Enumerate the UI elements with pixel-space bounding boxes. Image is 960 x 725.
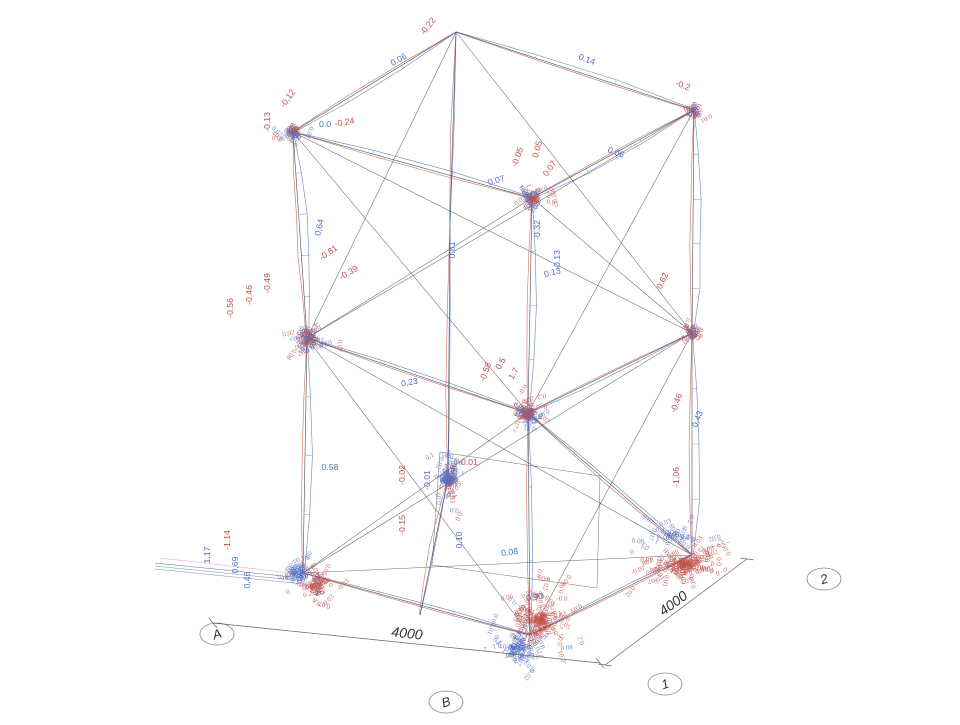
svg-text:0.0: 0.0	[449, 506, 459, 515]
svg-text:4000: 4000	[391, 623, 424, 642]
svg-text:0.01: 0.01	[640, 556, 653, 564]
svg-text:0.10: 0.10	[454, 531, 464, 548]
svg-text:-0.01: -0.01	[422, 470, 432, 490]
svg-text:0.0: 0.0	[319, 119, 331, 129]
svg-text:0.01: 0.01	[680, 334, 693, 342]
svg-text:-0.0: -0.0	[556, 594, 568, 603]
svg-text:-1,06: -1,06	[671, 467, 681, 487]
svg-text:-0.46: -0.46	[244, 285, 254, 305]
svg-text:0.07: 0.07	[335, 339, 344, 353]
svg-text:1,17: 1,17	[202, 546, 212, 563]
svg-text:0,69: 0,69	[230, 556, 240, 573]
svg-text:-1,14: -1,14	[222, 530, 232, 550]
svg-text:-0.02: -0.02	[397, 465, 407, 485]
svg-text:0.08: 0.08	[560, 643, 573, 652]
svg-text:0.08: 0.08	[631, 536, 645, 545]
svg-text:0,46: 0,46	[242, 571, 252, 588]
svg-text:0.1: 0.1	[517, 651, 526, 661]
svg-text:-0.49: -0.49	[262, 273, 272, 293]
svg-text:0.07: 0.07	[684, 558, 698, 567]
svg-text:-0.15: -0.15	[397, 515, 407, 535]
svg-text:0.81: 0.81	[447, 241, 457, 258]
svg-text:-0.56: -0.56	[225, 298, 235, 318]
svg-text:-0.32: -0.32	[532, 220, 542, 240]
svg-text:0.58: 0.58	[322, 462, 339, 472]
